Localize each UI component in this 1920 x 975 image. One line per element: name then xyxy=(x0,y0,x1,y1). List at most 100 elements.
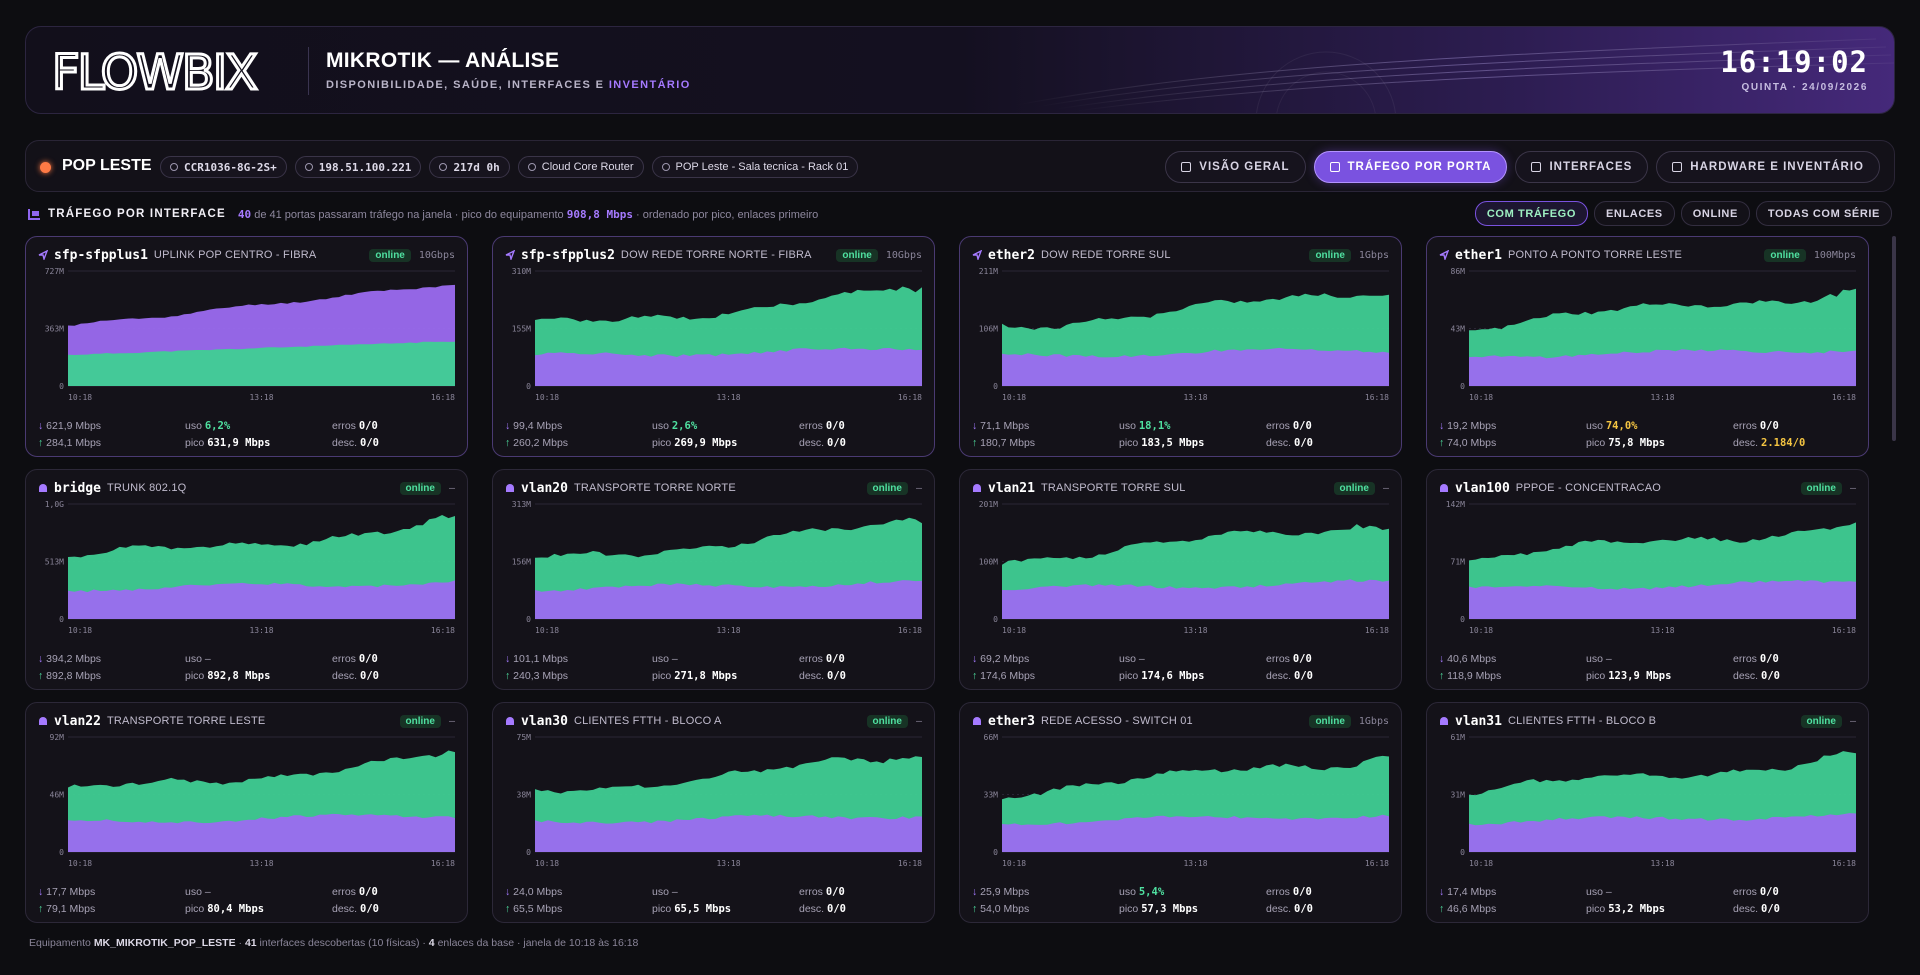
status-badge: online xyxy=(1333,481,1375,495)
errors-label: erros xyxy=(1733,885,1760,898)
x-tick-label: 13:18 xyxy=(249,859,273,868)
usage-value: – xyxy=(1605,885,1612,898)
errors: erros 0/0 xyxy=(799,420,845,432)
tx-rate: ↑ 284,1 Mbps xyxy=(38,437,185,449)
x-tick-label: 16:18 xyxy=(1365,393,1389,402)
device-chip: POP Leste - Sala tecnica - Rack 01 xyxy=(651,156,859,178)
tx-value: 260,2 Mbps xyxy=(513,436,569,449)
device-chip-label: Cloud Core Router xyxy=(541,161,634,173)
link-speed: 10Gbps xyxy=(418,249,455,261)
chip-icon xyxy=(170,163,178,171)
traffic-chart: 310M 155M 0 10:18 13:18 16:18 xyxy=(512,267,922,402)
filter-button[interactable]: TODAS COM SÉRIE xyxy=(1755,201,1892,226)
lower-traffic-area xyxy=(68,580,455,619)
errors-label: erros xyxy=(332,652,359,665)
peak-value: 269,9 Mbps xyxy=(674,436,738,449)
arrow-up-icon: ↑ xyxy=(1439,902,1448,915)
y-tick-label: 0 xyxy=(1460,615,1465,624)
peak-value: 271,8 Mbps xyxy=(674,669,738,682)
stats-row: ↑ 54,0 Mbps pico 57,3 Mbps desc. 0/0 xyxy=(972,900,1389,917)
interface-card[interactable]: sfp-sfpplus2 DOW REDE TORRE NORTE - FIBRA… xyxy=(492,236,935,457)
x-tick-label: 13:18 xyxy=(249,393,273,402)
errors: erros 0/0 xyxy=(799,653,845,665)
tab-tráfego-por-porta[interactable]: TRÁFEGO POR PORTA xyxy=(1313,151,1508,183)
discards-label: desc. xyxy=(1733,902,1762,915)
tab-interfaces[interactable]: INTERFACES xyxy=(1515,151,1649,183)
traffic-chart: 211M 106M 0 10:18 13:18 16:18 xyxy=(979,267,1389,402)
peak-value: 75,8 Mbps xyxy=(1608,436,1666,449)
interface-card[interactable]: vlan20 TRANSPORTE TORRE NORTE online –313M 1… xyxy=(492,469,935,690)
interface-card[interactable]: vlan100 PPPOE - CONCENTRACAO online –142M 71… xyxy=(1426,469,1869,690)
tab-label: INTERFACES xyxy=(1549,161,1633,173)
discards-label: desc. xyxy=(1266,902,1295,915)
arrow-up-icon: ↑ xyxy=(505,436,514,449)
usage-label: uso xyxy=(652,652,672,665)
cloud-icon xyxy=(304,163,313,171)
footer-info: Equipamento MK_MIKROTIK_POP_LESTE · 41 i… xyxy=(29,937,639,949)
tx-rate: ↑ 74,0 Mbps xyxy=(1439,437,1586,449)
interface-card[interactable]: ether1 PONTO A PONTO TORRE LESTE online 100… xyxy=(1426,236,1869,457)
rx-rate: ↓ 17,4 Mbps xyxy=(1439,886,1586,898)
tx-rate: ↑ 260,2 Mbps xyxy=(505,437,652,449)
y-tick-label: 106M xyxy=(979,325,998,334)
filter-button[interactable]: ONLINE xyxy=(1680,201,1750,226)
interface-card[interactable]: bridge TRUNK 802.1Q online –1,0G 513M 0 10:18 1… xyxy=(25,469,468,690)
interface-card[interactable]: ether2 DOW REDE TORRE SUL online 1Gbps 211M 1… xyxy=(959,236,1402,457)
card-header-right: online – xyxy=(1800,714,1856,728)
peak-value: 123,9 Mbps xyxy=(1608,669,1672,682)
peak-value: 174,6 Mbps xyxy=(1141,669,1205,682)
card-stats: ↓ 25,9 Mbps uso 5,4% erros 0/0 ↑ 54,0 Mbps p… xyxy=(972,883,1389,917)
status-badge: online xyxy=(369,248,411,262)
peak: pico 271,8 Mbps xyxy=(652,670,799,682)
tab-hardware-e-inventário[interactable]: HARDWARE E INVENTÁRIO xyxy=(1656,151,1880,183)
peak: pico 53,2 Mbps xyxy=(1586,903,1733,915)
y-tick-label: 43M xyxy=(1451,325,1466,334)
stats-row: ↑ 174,6 Mbps pico 174,6 Mbps desc. 0/0 xyxy=(972,667,1389,684)
flowbix-logo: FLOWBIX xyxy=(52,45,260,97)
usage-value: 6,2% xyxy=(204,419,231,432)
usage-value: 5,4% xyxy=(1138,885,1165,898)
interface-card[interactable]: ether3 REDE ACESSO - SWITCH 01 online 1Gbps… xyxy=(959,702,1402,923)
usage-label: uso xyxy=(1119,652,1139,665)
y-tick-label: 313M xyxy=(512,500,531,509)
date: QUINTA · 24/09/2026 xyxy=(1741,82,1868,93)
discards: desc. 2.184/0 xyxy=(1733,437,1805,449)
rx-rate: ↓ 17,7 Mbps xyxy=(38,886,185,898)
tx-rate: ↑ 54,0 Mbps xyxy=(972,903,1119,915)
interface-grid: sfp-sfpplus1 UPLINK POP CENTRO - FIBRA onl… xyxy=(25,236,1885,923)
arrow-up-icon: ↑ xyxy=(38,669,47,682)
y-tick-label: 0 xyxy=(526,848,531,857)
interface-name: vlan100 xyxy=(1455,480,1510,496)
peak-value: 65,5 Mbps xyxy=(674,902,732,915)
filter-button[interactable]: ENLACES xyxy=(1593,201,1675,226)
tab-visão-geral[interactable]: VISÃO GERAL xyxy=(1165,151,1306,183)
section-header: TRÁFEGO POR INTERFACE 40 de 41 portas pa… xyxy=(28,205,818,223)
arrow-down-icon: ↓ xyxy=(1439,419,1448,432)
lower-traffic-area xyxy=(1002,579,1389,619)
arrow-down-icon: ↓ xyxy=(972,652,981,665)
peak: pico 174,6 Mbps xyxy=(1119,670,1266,682)
link-icon xyxy=(505,250,515,260)
card-stats: ↓ 621,9 Mbps uso 6,2% erros 0/0 ↑ 284,1 Mbp… xyxy=(38,417,455,451)
device-bar: POP LESTE CCR1036-8G-2S+ 198.51.100.221 21… xyxy=(25,140,1895,192)
x-tick-label: 10:18 xyxy=(68,859,92,868)
card-stats: ↓ 101,1 Mbps uso – erros 0/0 ↑ 240,3 Mbps pi… xyxy=(505,650,922,684)
interface-card[interactable]: vlan21 TRANSPORTE TORRE SUL online –201M 100… xyxy=(959,469,1402,690)
peak-label: pico xyxy=(652,436,675,449)
filter-button[interactable]: COM TRÁFEGO xyxy=(1474,201,1588,226)
interface-icon xyxy=(1440,484,1448,492)
tx-rate: ↑ 65,5 Mbps xyxy=(505,903,652,915)
peak-label: pico xyxy=(185,902,208,915)
x-tick-label: 16:18 xyxy=(898,626,922,635)
discards: desc. 0/0 xyxy=(332,437,379,449)
y-tick-label: 211M xyxy=(979,267,998,276)
clock: 16:19:02 xyxy=(1720,45,1868,79)
interface-card[interactable]: vlan22 TRANSPORTE TORRE LESTE online –92M 46… xyxy=(25,702,468,923)
interface-description: DOW REDE TORRE SUL xyxy=(1040,249,1171,261)
y-tick-label: 142M xyxy=(1446,500,1465,509)
scrollbar[interactable] xyxy=(1892,236,1896,441)
usage-label: uso xyxy=(1119,885,1139,898)
interface-card[interactable]: sfp-sfpplus1 UPLINK POP CENTRO - FIBRA onl… xyxy=(25,236,468,457)
